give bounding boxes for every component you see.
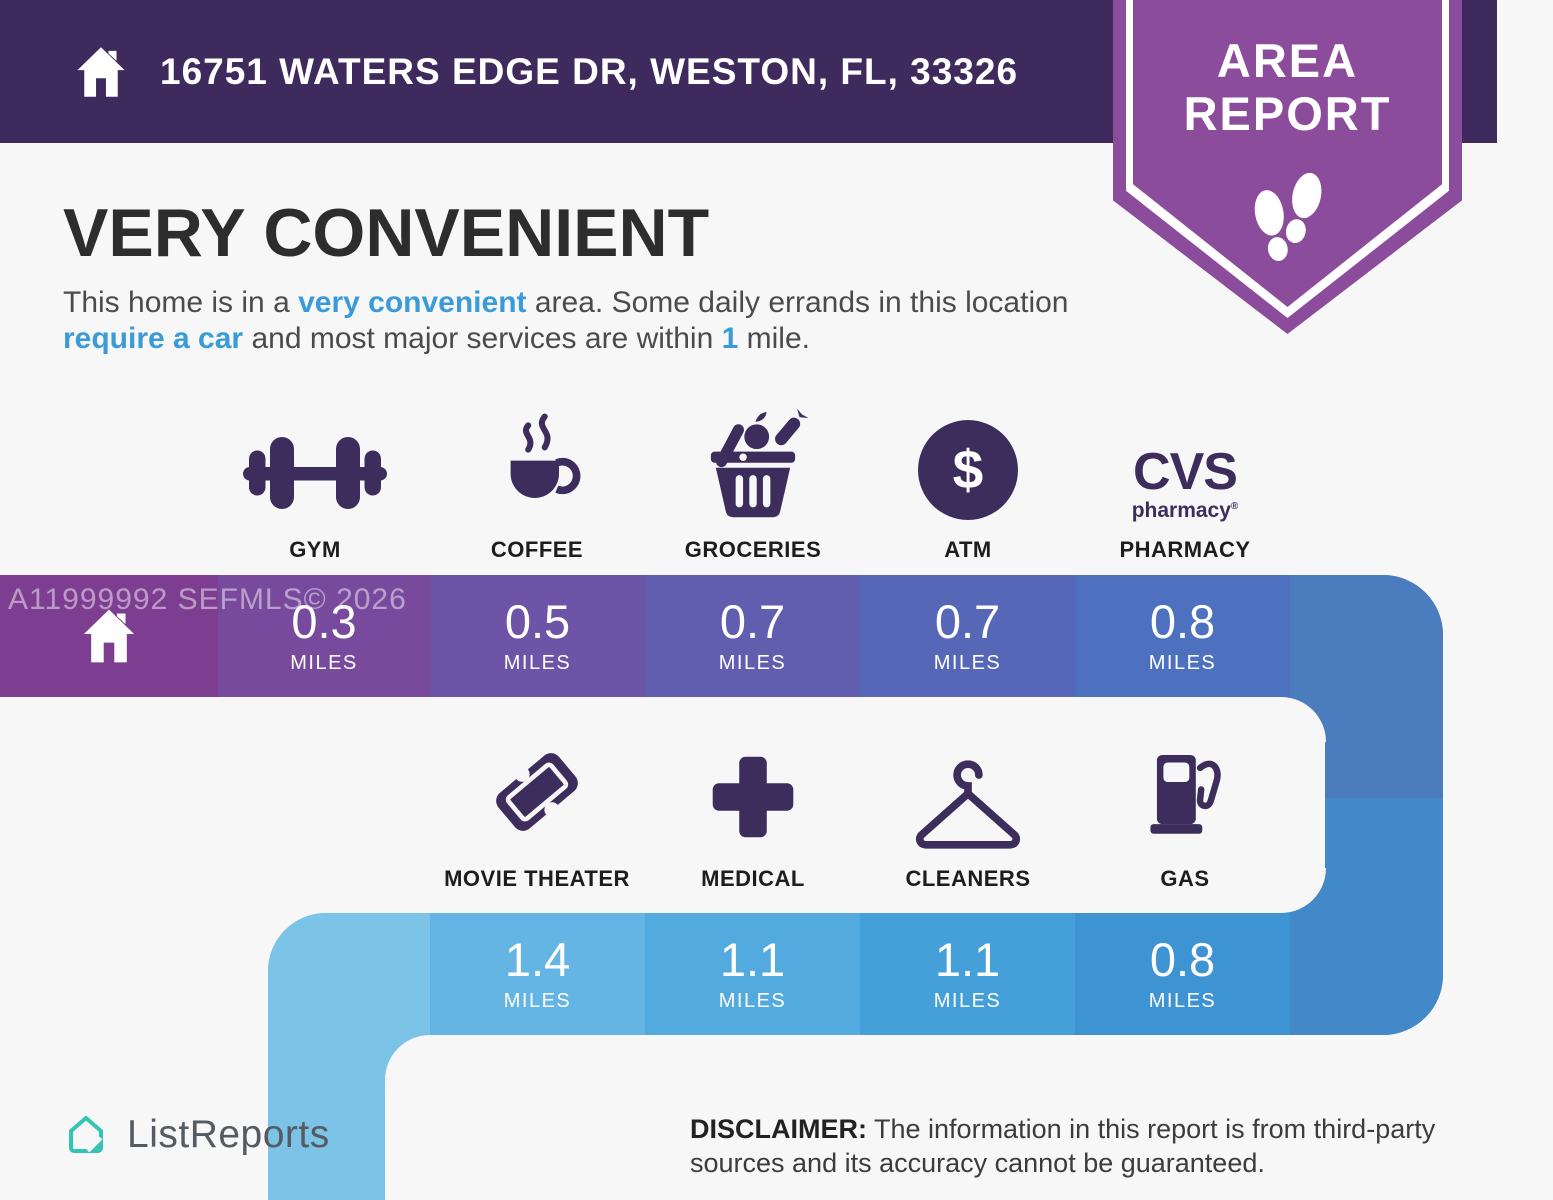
amenity-label: GROCERIES [684,537,822,562]
distance-unit: MILES [503,651,572,674]
band-inner-corner [1281,697,1326,742]
amenity-label: MOVIE THEATER [444,866,630,891]
amenity-medical: MEDICAL [646,740,860,892]
desc-text: and most major services are within [243,322,722,355]
band-segment-groceries: 0.7 MILES [645,575,860,697]
amenity-groceries: GROCERIES [646,405,860,563]
mls-watermark: A11999992 SEFMLS© 2026 [8,583,407,616]
distance-value: 1.4 [504,932,571,986]
listreports-logo: ListReports [63,1110,330,1160]
band-segment-gas: 0.8 MILES [1075,913,1290,1035]
band-home-marker [0,575,218,697]
gas-pump-icon [1150,754,1221,834]
desc-text: mile. [738,322,810,355]
distance-band-row2: 1.4 MILES 1.1 MILES 1.1 MILES 0.8 MILES [268,913,1443,1035]
distance-band-row1: 0.3 MILES 0.5 MILES 0.7 MILES 0.7 MILES … [0,575,1443,697]
home-icon [77,46,125,97]
coffee-cup-icon [510,413,581,498]
amenity-label: GAS [1160,866,1210,891]
distance-unit: MILES [933,651,1002,674]
distance-value: 1.1 [719,932,786,986]
listreports-logo-text: ListReports [127,1113,330,1156]
distance-value: 0.8 [1149,932,1216,986]
distance-value: 0.3 [291,594,357,648]
page-title: VERY CONVENIENT [63,195,710,271]
listreports-house-icon [69,1116,103,1153]
amenity-label: PHARMACY [1119,537,1251,562]
band-corner-bottom-left [268,913,430,1035]
band-inner-corner [385,1035,430,1080]
amenity-label: CLEANERS [905,866,1031,891]
ticket-icon [496,753,578,831]
distance-unit: MILES [503,989,572,1012]
amenity-atm: $ ATM [861,405,1075,563]
distance-unit: MILES [1148,989,1217,1012]
disclaimer-text: The information in this report is from t… [690,1114,1436,1178]
amenity-pharmacy: CVS pharmacy® PHARMACY [1078,405,1292,563]
cvs-logo-subtext: pharmacy® [1131,499,1239,522]
amenity-label: COFFEE [490,537,584,562]
distance-value: 0.5 [504,594,571,648]
amenity-label: ATM [944,537,992,562]
amenity-coffee: COFFEE [430,405,644,563]
distance-value: 0.7 [719,594,786,648]
hanger-icon [915,760,1021,849]
disclaimer-label: DISCLAIMER: [690,1114,867,1144]
amenity-gym: GYM [208,405,422,563]
footprints-icon [1254,172,1321,261]
amenity-label: GYM [289,537,341,562]
area-report-badge: AREA REPORT [1113,0,1462,334]
band-segment-atm: 0.7 MILES [860,575,1075,697]
distance-value: 0.7 [934,594,1001,648]
distance-value: 1.1 [934,932,1001,986]
desc-text: area. Some daily errands in this locatio… [526,286,1069,319]
svg-text:$: $ [953,438,984,500]
dumbbell-icon [243,437,387,509]
cvs-logo-text: CVS [1133,443,1238,501]
grocery-basket-icon [710,408,809,518]
distance-unit: MILES [718,989,787,1012]
badge-line2: REPORT [1183,87,1392,140]
amenity-gas: GAS [1078,740,1292,892]
band-segment-cleaners: 1.1 MILES [860,913,1075,1035]
band-segment-movie-theater: 1.4 MILES [430,913,645,1035]
band-inner-corner [1281,868,1326,913]
amenity-label: MEDICAL [701,866,805,891]
property-address: 16751 WATERS EDGE DR, WESTON, FL, 33326 [160,50,1019,92]
desc-highlight-very-convenient: very convenient [298,286,527,319]
home-icon [83,609,135,663]
band-vertical-right-top [1325,575,1443,798]
distance-unit: MILES [290,651,358,674]
desc-highlight-1: 1 [721,322,739,355]
band-segment-medical: 1.1 MILES [645,913,860,1035]
amenity-movie-theater: MOVIE THEATER [430,740,644,892]
page-description: This home is in a very convenient area. … [63,285,1103,357]
distance-unit: MILES [718,651,787,674]
badge-line1: AREA [1216,34,1359,87]
distance-value: 0.8 [1149,594,1216,648]
medical-cross-icon [712,756,794,838]
desc-text: This home is in a [63,286,299,319]
band-corner-right [1290,913,1443,1035]
band-segment-pharmacy: 0.8 MILES [1075,575,1290,697]
dollar-circle-icon: $ [918,420,1018,520]
cvs-pharmacy-logo: CVS pharmacy® [1132,446,1239,521]
distance-unit: MILES [933,989,1002,1012]
distance-unit: MILES [1148,651,1217,674]
amenity-cleaners: CLEANERS [861,740,1075,892]
desc-highlight-require-a-car: require a car [63,322,244,355]
band-segment-gym: 0.3 MILES [218,575,430,697]
disclaimer: DISCLAIMER: The information in this repo… [690,1112,1500,1180]
band-segment-coffee: 0.5 MILES [430,575,645,697]
badge-title: AREA REPORT [1113,34,1462,140]
